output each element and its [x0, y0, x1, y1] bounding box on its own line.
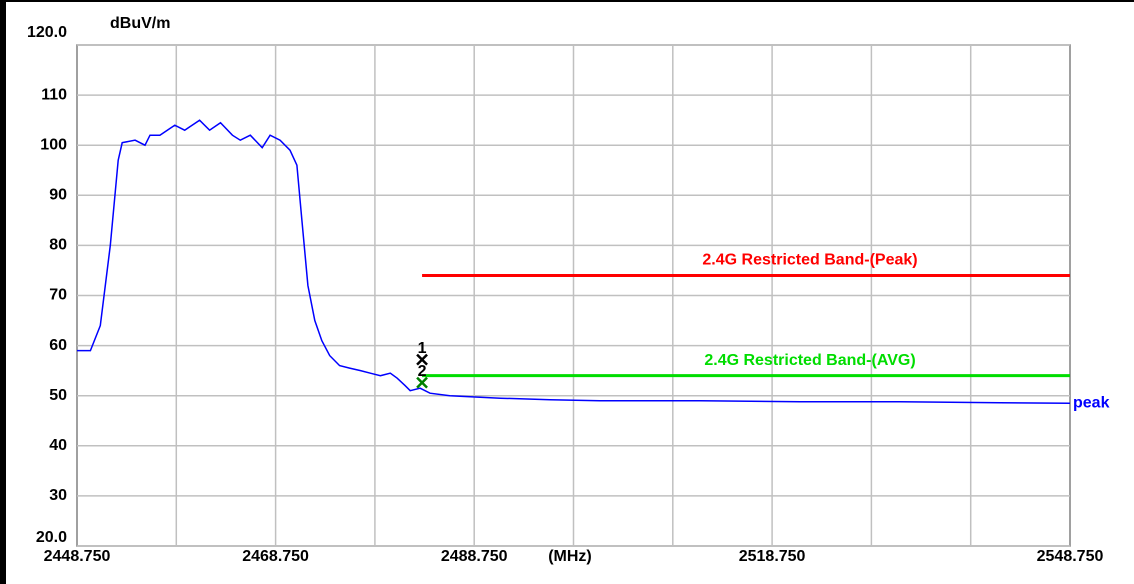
trace-label: peak — [1073, 394, 1110, 411]
marker-label: 1 — [418, 340, 427, 357]
y-tick-label: 90 — [49, 187, 67, 204]
x-tick-label: 2518.750 — [739, 548, 806, 565]
x-tick-label: 2488.750 — [441, 548, 508, 565]
y-tick-label: 60 — [49, 337, 67, 354]
trace — [77, 119, 1071, 404]
y-tick-label: 70 — [49, 287, 67, 304]
left-border — [0, 0, 6, 584]
marker-label: 2 — [418, 363, 427, 380]
y-tick-label: 20.0 — [36, 529, 67, 546]
y-tick-label: 110 — [41, 86, 67, 103]
x-tick-label: 2448.750 — [44, 548, 111, 565]
x-tick-label: 2548.750 — [1037, 548, 1104, 565]
x-tick-label: 2468.750 — [242, 548, 309, 565]
y-tick-label: 30 — [49, 487, 67, 504]
y-tick-label: 80 — [49, 237, 67, 254]
y-tick-label: 50 — [49, 387, 67, 404]
marker — [416, 353, 428, 366]
limit-label: 2.4G Restricted Band-(Peak) — [702, 252, 917, 269]
marker — [416, 376, 428, 389]
x-axis-label: (MHz) — [548, 548, 592, 565]
y-axis-label: dBuV/m — [110, 15, 170, 32]
y-tick-label: 100 — [40, 136, 67, 153]
limit-label: 2.4G Restricted Band-(AVG) — [704, 352, 915, 369]
y-tick-label: 120.0 — [27, 24, 67, 41]
top-border — [0, 0, 1134, 2]
y-tick-label: 40 — [49, 437, 67, 454]
